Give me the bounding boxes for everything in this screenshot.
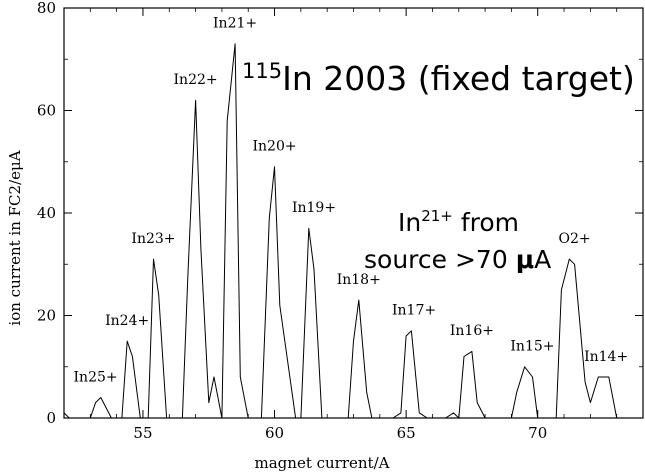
annotation-line1: In21+ from — [398, 207, 519, 237]
peak-label-in18plus: In18+ — [337, 272, 381, 288]
annotation-from: from — [453, 208, 519, 237]
peak-label-in19plus: In19+ — [292, 200, 336, 216]
x-tick-label-70: 70 — [528, 424, 547, 442]
peak-label-in23plus: In23+ — [131, 231, 175, 247]
x-tick-label-55: 55 — [133, 424, 152, 442]
annotation-ion: In — [398, 208, 421, 237]
y-tick-label-40: 40 — [37, 204, 56, 222]
y-tick-label-20: 20 — [37, 307, 56, 325]
annotation-unit: A — [534, 245, 551, 274]
annotation-mu: μ — [516, 245, 534, 274]
y-axis-label: ion current in FC2/eμA — [6, 150, 24, 325]
series-line-0 — [63, 43, 618, 419]
peak-label-in17plus: In17+ — [392, 303, 436, 319]
peak-label-in14plus: In14+ — [584, 349, 628, 365]
series — [63, 43, 618, 419]
annotation-line2: source >70 μA — [364, 245, 551, 274]
peak-label-o2plus: O2+ — [559, 231, 591, 247]
x-axis-label: magnet current/A — [255, 454, 390, 472]
peak-label-in22plus: In22+ — [174, 72, 218, 88]
peak-label-in24plus: In24+ — [105, 313, 149, 329]
chart-title: 115In 2003 (fixed target) — [242, 59, 635, 98]
x-tick-label-60: 60 — [265, 424, 284, 442]
title-text: In 2003 (fixed target) — [282, 59, 635, 98]
y-tick-label-80: 80 — [37, 0, 56, 17]
y-tick-label-60: 60 — [37, 102, 56, 120]
peak-label-in16plus: In16+ — [450, 323, 494, 339]
x-tick-label-65: 65 — [397, 424, 416, 442]
title-isotope: 115 — [242, 59, 282, 83]
peak-label-in21plus: In21+ — [213, 16, 257, 32]
y-tick-label-0: 0 — [46, 409, 56, 427]
annotation-source: source >70 — [364, 245, 516, 274]
annotation-charge: 21+ — [421, 207, 453, 225]
peak-label-in15plus: In15+ — [510, 339, 554, 355]
peak-label-in25plus: In25+ — [74, 369, 118, 385]
peak-labels: In25+ In24+ In23+ In22+ In21+ In20+ In19+ In18+… — [74, 16, 629, 386]
tick-labels: 55 60 65 70 0 20 40 60 80 — [37, 0, 547, 442]
peak-label-in20plus: In20+ — [252, 139, 296, 155]
